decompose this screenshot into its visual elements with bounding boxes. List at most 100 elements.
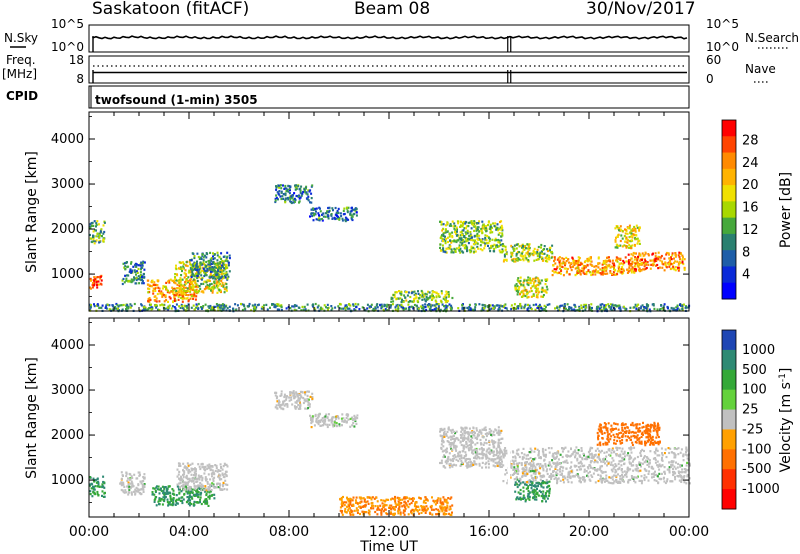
velocity-cell	[140, 492, 143, 495]
power-cell	[187, 276, 190, 279]
velocity-cell	[467, 457, 470, 461]
power-cell	[95, 239, 98, 242]
power-cell	[607, 303, 610, 306]
power-cell	[530, 287, 532, 290]
power-cell	[93, 220, 96, 223]
power-cell	[337, 305, 340, 308]
power-cell	[427, 297, 430, 300]
velocity-cell	[274, 394, 277, 397]
power-cell	[477, 222, 480, 225]
power-cell	[165, 288, 168, 291]
power-cell	[668, 253, 670, 256]
velocity-cell	[421, 506, 424, 509]
power-cell	[500, 224, 503, 227]
power-cell	[613, 262, 615, 265]
power-cell	[513, 260, 516, 263]
power-cell	[93, 276, 96, 279]
power-cell	[218, 275, 221, 279]
power-cell	[461, 307, 464, 310]
power-cell	[617, 227, 620, 230]
velocity-cell	[212, 485, 215, 488]
velocity-cell	[182, 486, 184, 489]
power-cell	[534, 286, 537, 289]
power-cell	[227, 261, 230, 264]
power-cell	[482, 223, 485, 226]
power-cell	[526, 281, 529, 284]
velocity-cell	[365, 501, 367, 504]
power-cell	[536, 250, 539, 254]
power-cell	[440, 290, 443, 293]
power-cell	[634, 303, 637, 306]
velocity-cell	[395, 503, 398, 506]
power-cell	[429, 295, 432, 298]
velocity-cell	[476, 452, 479, 455]
power-cell	[174, 276, 176, 279]
velocity-cell	[185, 476, 188, 479]
velocity-cell	[382, 510, 385, 513]
power-cell	[293, 200, 296, 203]
velocity-cell	[450, 447, 453, 450]
power-cell	[535, 285, 537, 288]
power-cell	[563, 261, 566, 264]
velocity-cell	[205, 478, 208, 481]
power-cell	[418, 297, 421, 300]
velocity-cell	[221, 468, 224, 471]
power-cell	[490, 244, 492, 248]
velocity-cell	[311, 392, 314, 395]
power-cell	[193, 261, 196, 264]
power-cell	[205, 264, 208, 268]
power-cell	[503, 255, 506, 258]
power-cell	[628, 224, 631, 227]
power-cell	[460, 238, 463, 241]
power-cell	[216, 266, 219, 269]
velocity-cell	[443, 435, 446, 438]
power-cell	[222, 285, 225, 288]
velocity-cell	[461, 450, 464, 453]
power-cell	[532, 294, 535, 297]
power-cell	[303, 305, 306, 308]
velocity-cell	[453, 439, 456, 442]
velocity-cell	[499, 461, 502, 465]
power-cell	[179, 286, 182, 289]
power-cell	[674, 252, 677, 255]
power-cell	[384, 308, 387, 311]
power-cell	[157, 308, 159, 311]
power-cell	[601, 269, 604, 272]
velocity-cell	[282, 408, 285, 411]
power-cell	[202, 259, 205, 262]
velocity-cell	[215, 467, 218, 470]
velocity-cell	[451, 437, 454, 440]
power-cell	[582, 264, 585, 268]
power-cell	[517, 277, 520, 280]
velocity-cell	[189, 495, 192, 498]
power-cell	[533, 280, 536, 283]
power-cell	[197, 285, 200, 289]
power-cell	[487, 244, 489, 247]
power-cell	[666, 307, 669, 310]
power-cell	[535, 303, 538, 306]
velocity-cell	[434, 503, 437, 506]
power-cell	[527, 253, 530, 256]
power-cell	[605, 304, 607, 307]
power-cell	[470, 227, 473, 230]
power-cell	[586, 257, 589, 261]
velocity-cell	[291, 403, 294, 406]
power-cell	[273, 303, 276, 306]
power-cell	[150, 308, 153, 311]
velocity-cell	[128, 485, 131, 488]
power-cell	[222, 276, 225, 279]
velocity-cell	[469, 460, 472, 463]
velocity-cell	[448, 466, 451, 469]
velocity-cell	[370, 498, 373, 501]
power-cell	[646, 304, 648, 307]
power-cell	[143, 307, 145, 310]
velocity-cell	[384, 508, 387, 511]
power-cell	[96, 276, 99, 279]
power-color-swatch	[722, 120, 736, 137]
velocity-cell	[337, 415, 340, 419]
power-cell	[545, 259, 547, 263]
noise-left-tick-top: 10^5	[51, 17, 84, 31]
power-cell	[209, 265, 212, 268]
power-cell	[520, 283, 523, 286]
power-cell	[92, 239, 95, 243]
